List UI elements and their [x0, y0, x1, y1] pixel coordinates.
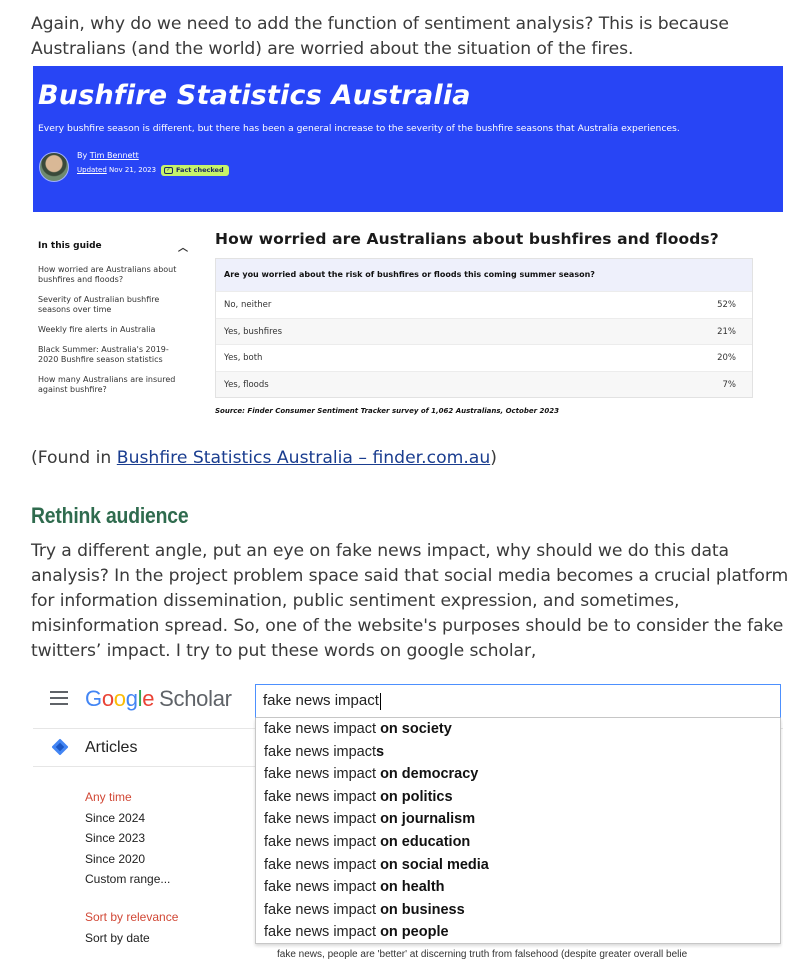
banner-subtitle: Every bushfire season is different, but … — [38, 123, 680, 134]
body-paragraph: Try a different angle, put an eye on fak… — [31, 541, 789, 661]
finder-banner: Bushfire Statistics Australia Every bush… — [33, 66, 783, 212]
row-value: 7% — [722, 379, 737, 390]
filter-custom-range[interactable]: Custom range... — [85, 872, 171, 887]
scholar-screenshot: Google Scholar fake news impact Articles … — [33, 669, 783, 973]
filters-sidebar: Any time Since 2024 Since 2023 Since 202… — [85, 787, 178, 948]
suggestion-prefix: fake news impact — [264, 743, 377, 760]
fact-checked-badge: ✓ Fact checked — [161, 165, 229, 176]
banner-title: Bushfire Statistics Australia — [38, 80, 471, 111]
suggestion-prefix: fake news impact — [264, 833, 377, 850]
chevron-up-icon[interactable]: ︿ — [178, 243, 188, 254]
table-row: No, neither 52% — [216, 291, 752, 318]
menu-icon[interactable] — [50, 691, 68, 705]
suggestion-item[interactable]: fake news impact on journalism — [256, 808, 780, 831]
suggestion-completion: on health — [380, 879, 445, 896]
finder-link[interactable]: Bushfire Statistics Australia – finder.c… — [116, 448, 491, 468]
suggestion-item[interactable]: fake news impact on people — [256, 921, 780, 944]
section-heading: Rethink audience — [31, 503, 189, 528]
filter-since-2020[interactable]: Since 2020 — [85, 851, 146, 866]
suggestion-completion: s — [376, 743, 385, 760]
suggestion-prefix: fake news impact — [264, 856, 377, 873]
suggestion-prefix: fake news impact — [264, 879, 377, 896]
suggestion-completion: on people — [380, 924, 449, 941]
guide-heading-row[interactable]: In this guide ︿ — [38, 241, 188, 255]
author-link[interactable]: Tim Bennett — [89, 151, 139, 160]
guide-nav: In this guide ︿ How worried are Australi… — [38, 241, 188, 395]
found-prefix: (Found in — [31, 448, 117, 468]
sort-by-date[interactable]: Sort by date — [85, 930, 150, 945]
filter-any-time[interactable]: Any time — [85, 790, 132, 804]
articles-icon — [51, 738, 69, 756]
row-value: 21% — [717, 326, 736, 337]
suggestion-prefix: fake news impact — [264, 924, 377, 941]
guide-heading: In this guide — [38, 241, 102, 251]
suggestion-item[interactable]: fake news impacts — [256, 741, 780, 764]
updated-date: Nov 21, 2023 — [109, 166, 157, 174]
intro-paragraph: Again, why do we need to add the functio… — [31, 14, 729, 59]
logo-scholar-word: Scholar — [159, 686, 232, 711]
guide-item[interactable]: Severity of Australian bushfire seasons … — [38, 295, 160, 314]
fact-check-icon: ✓ — [164, 166, 173, 174]
guide-item[interactable]: Black Summer: Australia's 2019-2020 Bush… — [38, 345, 169, 364]
table-row: Yes, both 20% — [216, 344, 752, 371]
row-label: No, neither — [224, 300, 272, 310]
row-label: Yes, floods — [224, 379, 269, 390]
search-value: fake news impact — [263, 692, 379, 709]
updated-line: Updated Nov 21, 2023 — [77, 166, 156, 174]
google-scholar-logo[interactable]: Google Scholar — [85, 686, 232, 711]
guide-item[interactable]: Weekly fire alerts in Australia — [38, 325, 156, 334]
articles-label: Articles — [85, 739, 138, 756]
suggestion-item[interactable]: fake news impact on social media — [256, 854, 780, 877]
suggestion-item[interactable]: fake news impact on politics — [256, 786, 780, 809]
sort-by-relevance[interactable]: Sort by relevance — [85, 909, 179, 924]
row-value: 52% — [717, 300, 736, 310]
suggestion-completion: on democracy — [380, 766, 479, 783]
autocomplete-dropdown: fake news impact on society fake news im… — [255, 718, 781, 944]
row-label: Yes, bushfires — [224, 326, 283, 337]
articles-tab[interactable]: Articles — [33, 729, 255, 767]
found-suffix: ) — [490, 448, 497, 468]
suggestion-completion: on education — [380, 833, 471, 850]
author-avatar — [39, 152, 69, 182]
suggestion-prefix: fake news impact — [264, 811, 377, 828]
updated-label[interactable]: Updated — [77, 166, 107, 174]
result-snippet-peek: fake news, people are 'better' at discer… — [277, 949, 688, 960]
suggestion-item[interactable]: fake news impact on health — [256, 876, 780, 899]
suggestion-prefix: fake news impact — [264, 788, 377, 805]
suggestion-item[interactable]: fake news impact on education — [256, 831, 780, 854]
suggestion-completion: on politics — [380, 788, 453, 805]
suggestion-completion: on social media — [380, 856, 489, 873]
finder-screenshot: Bushfire Statistics Australia Every bush… — [33, 66, 783, 426]
fact-checked-label: Fact checked — [176, 166, 224, 174]
table-row: Yes, bushfires 21% — [216, 317, 752, 344]
suggestion-completion: on journalism — [380, 811, 476, 828]
question-title: How worried are Australians about bushfi… — [215, 230, 719, 248]
filter-since-2024[interactable]: Since 2024 — [85, 810, 146, 825]
suggestion-prefix: fake news impact — [264, 901, 377, 918]
guide-item[interactable]: How many Australians are insured against… — [38, 375, 176, 394]
suggestion-prefix: fake news impact — [264, 766, 377, 783]
search-input[interactable]: fake news impact — [255, 684, 781, 718]
by-prefix: By — [77, 151, 88, 160]
filter-since-2023[interactable]: Since 2023 — [85, 831, 146, 846]
suggestion-prefix: fake news impact — [264, 721, 377, 737]
suggestion-completion: on society — [380, 721, 452, 737]
table-source: Source: Finder Consumer Sentiment Tracke… — [215, 407, 559, 415]
author-byline: By Tim Bennett — [77, 151, 139, 160]
text-caret — [379, 692, 381, 710]
survey-table: Are you worried about the risk of bushfi… — [215, 258, 753, 398]
suggestion-completion: on business — [380, 901, 465, 918]
row-label: Yes, both — [224, 353, 263, 363]
suggestion-item[interactable]: fake news impact on society — [256, 718, 780, 741]
table-row: Yes, floods 7% — [216, 370, 752, 397]
table-header: Are you worried about the risk of bushfi… — [216, 259, 752, 291]
found-in-line: (Found in Bushfire Statistics Australia … — [31, 448, 497, 468]
scholar-header: Google Scholar fake news impact — [33, 669, 783, 729]
suggestion-item[interactable]: fake news impact on democracy — [256, 763, 780, 786]
row-value: 20% — [717, 353, 736, 363]
suggestion-item[interactable]: fake news impact on business — [256, 899, 780, 922]
guide-item[interactable]: How worried are Australians about bushfi… — [38, 265, 177, 284]
